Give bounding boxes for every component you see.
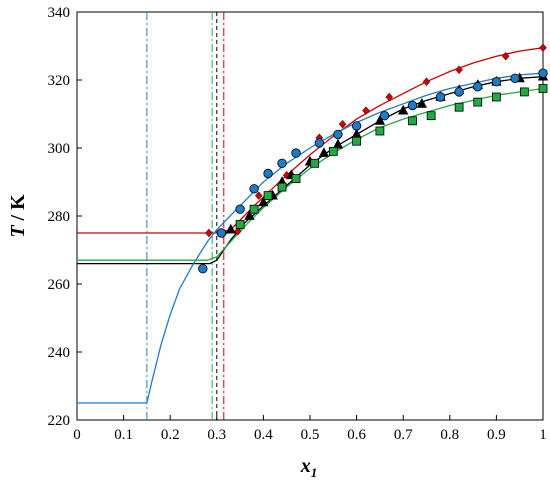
x-tick-label: 0.8 bbox=[440, 427, 459, 443]
x-axis-title: x1 bbox=[300, 455, 318, 480]
x-tick-label: 0.2 bbox=[161, 427, 180, 443]
circle-marker bbox=[538, 68, 548, 78]
triangle-marker bbox=[225, 223, 236, 234]
square-marker bbox=[277, 182, 287, 192]
triangle-marker bbox=[416, 97, 428, 108]
circle-marker bbox=[351, 121, 362, 131]
y-tick-label: 240 bbox=[48, 345, 71, 361]
square-marker bbox=[538, 84, 548, 93]
circle-marker bbox=[277, 158, 287, 169]
square-marker bbox=[426, 111, 436, 121]
diamond-marker bbox=[362, 106, 370, 115]
diamond-marker bbox=[234, 226, 242, 236]
x-tick-label: 0.1 bbox=[114, 427, 133, 443]
circle-marker bbox=[510, 73, 520, 84]
x-axis-title-sub: 1 bbox=[311, 465, 318, 480]
triangle-marker bbox=[244, 210, 255, 220]
y-axis-title: T / K bbox=[7, 194, 29, 238]
x-tick-label: 0.7 bbox=[394, 427, 413, 443]
circle-marker bbox=[263, 168, 273, 179]
circle-marker bbox=[379, 110, 390, 121]
triangle-marker bbox=[351, 128, 362, 139]
square-marker bbox=[310, 158, 320, 168]
x-tick-label: 0.4 bbox=[254, 427, 273, 443]
y-tick-label: 340 bbox=[48, 5, 71, 21]
square-marker bbox=[352, 136, 362, 146]
circle-marker bbox=[435, 92, 446, 102]
diamond-marker bbox=[422, 77, 431, 87]
circle-marker bbox=[407, 100, 418, 111]
diamond-marker bbox=[205, 228, 213, 238]
diamond-marker bbox=[385, 92, 393, 102]
eutectic-lines bbox=[146, 12, 225, 420]
circle-marker bbox=[235, 204, 245, 214]
square-marker bbox=[473, 97, 483, 107]
triangle-marker bbox=[398, 104, 409, 115]
triangle-marker bbox=[374, 114, 386, 125]
diamond-marker bbox=[539, 43, 547, 53]
circle-marker bbox=[291, 148, 301, 158]
circle-marker bbox=[249, 184, 259, 194]
circle-marker bbox=[216, 228, 227, 238]
square-marker bbox=[519, 87, 529, 97]
square-marker bbox=[249, 204, 259, 214]
x-axis-title-var: x bbox=[300, 455, 311, 477]
square-marker bbox=[328, 146, 338, 156]
x-tick-label: 0.6 bbox=[347, 427, 366, 443]
x-tick-label: 0.9 bbox=[487, 427, 506, 443]
y-axis-title-var: T bbox=[7, 225, 29, 238]
square-marker bbox=[408, 116, 417, 126]
square-marker bbox=[375, 126, 385, 136]
diamond-marker bbox=[254, 191, 263, 200]
square-marker bbox=[263, 191, 273, 201]
y-tick-label: 320 bbox=[48, 73, 71, 89]
x-tick-label: 0.5 bbox=[301, 427, 320, 443]
x-tick-label: 0.3 bbox=[207, 427, 226, 443]
y-tick-label: 300 bbox=[48, 141, 71, 157]
circle-marker bbox=[491, 76, 502, 87]
x-tick-label: 1 bbox=[539, 427, 547, 443]
circle-marker bbox=[333, 129, 343, 140]
series-curve bbox=[77, 47, 544, 234]
y-axis-title-unit: / K bbox=[7, 194, 29, 226]
diamond-marker bbox=[338, 119, 347, 129]
circle-marker bbox=[198, 264, 208, 274]
y-tick-label: 220 bbox=[48, 413, 71, 429]
y-tick-label: 280 bbox=[48, 209, 71, 225]
triangle-marker bbox=[332, 138, 344, 149]
square-marker bbox=[291, 174, 301, 184]
triangle-marker bbox=[318, 147, 330, 158]
diamond-marker bbox=[455, 65, 463, 75]
square-marker bbox=[235, 220, 245, 229]
square-marker bbox=[491, 92, 501, 102]
square-marker bbox=[454, 102, 464, 112]
diamond-marker bbox=[501, 51, 510, 61]
x-tick-label: 0 bbox=[73, 427, 81, 443]
circle-marker bbox=[454, 87, 464, 97]
data-markers bbox=[198, 43, 549, 274]
y-tick-label: 260 bbox=[48, 277, 71, 293]
circle-marker bbox=[473, 82, 483, 92]
circle-marker bbox=[314, 138, 325, 148]
axes: 0 0.1 0.2 0.3 0.4 0.5 0.6 0.7 0.8 0.9 1 220 240 260 28… bbox=[48, 5, 547, 443]
triangle-marker bbox=[258, 196, 269, 207]
